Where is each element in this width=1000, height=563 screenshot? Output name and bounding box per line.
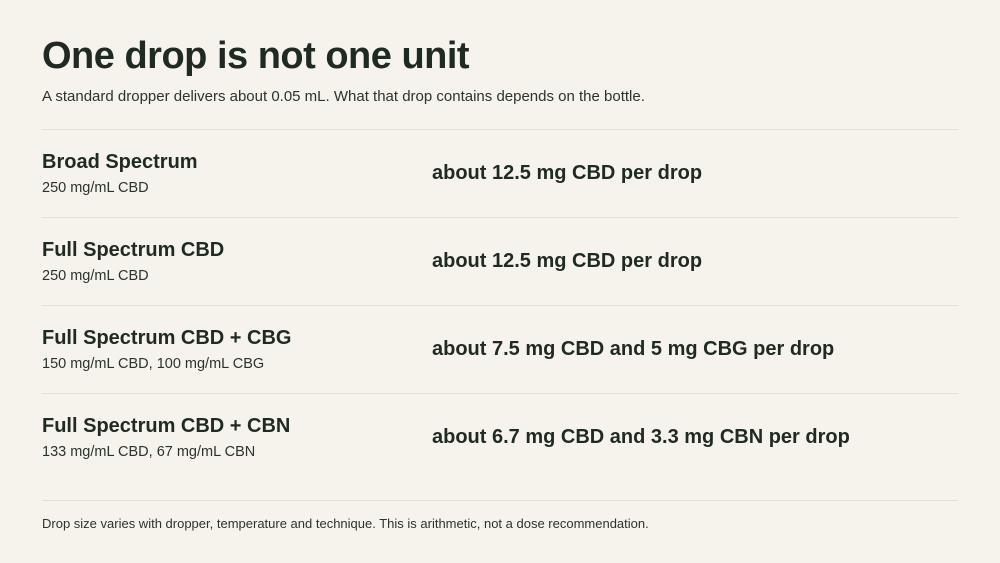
product-concentration: 150 mg/mL CBD, 100 mg/mL CBG [42, 356, 265, 372]
product-concentration: 250 mg/mL CBD [42, 180, 149, 196]
page-title: One drop is not one unit [42, 35, 470, 77]
product-concentration: 133 mg/mL CBD, 67 mg/mL CBN [42, 444, 256, 460]
product-name: Full Spectrum CBD + CBG [42, 327, 292, 349]
product-name: Full Spectrum CBD + CBN [42, 415, 291, 437]
product-row-broad-spectrum: Broad Spectrum 250 mg/mL CBD about 12.5 … [42, 130, 958, 218]
per-drop-amount: about 6.7 mg CBD and 3.3 mg CBN per drop [432, 426, 850, 448]
footnote: Drop size varies with dropper, temperatu… [42, 516, 649, 531]
page: One drop is not one unit A standard drop… [42, 0, 958, 563]
product-row-full-spectrum-cbd-cbg: Full Spectrum CBD + CBG 150 mg/mL CBD, 1… [42, 306, 958, 394]
per-drop-amount: about 12.5 mg CBD per drop [432, 250, 703, 272]
product-name: Broad Spectrum [42, 151, 198, 173]
product-row-full-spectrum-cbd: Full Spectrum CBD 250 mg/mL CBD about 12… [42, 218, 958, 306]
per-drop-amount: about 12.5 mg CBD per drop [432, 162, 703, 184]
product-name: Full Spectrum CBD [42, 239, 225, 261]
per-drop-amount: about 7.5 mg CBD and 5 mg CBG per drop [432, 338, 835, 360]
product-list: Broad Spectrum 250 mg/mL CBD about 12.5 … [42, 130, 958, 481]
top-divider [42, 129, 958, 130]
product-concentration: 250 mg/mL CBD [42, 268, 149, 284]
bottom-divider [42, 500, 958, 501]
page-subtitle: A standard dropper delivers about 0.05 m… [42, 88, 645, 105]
product-row-full-spectrum-cbd-cbn: Full Spectrum CBD + CBN 133 mg/mL CBD, 6… [42, 394, 958, 481]
